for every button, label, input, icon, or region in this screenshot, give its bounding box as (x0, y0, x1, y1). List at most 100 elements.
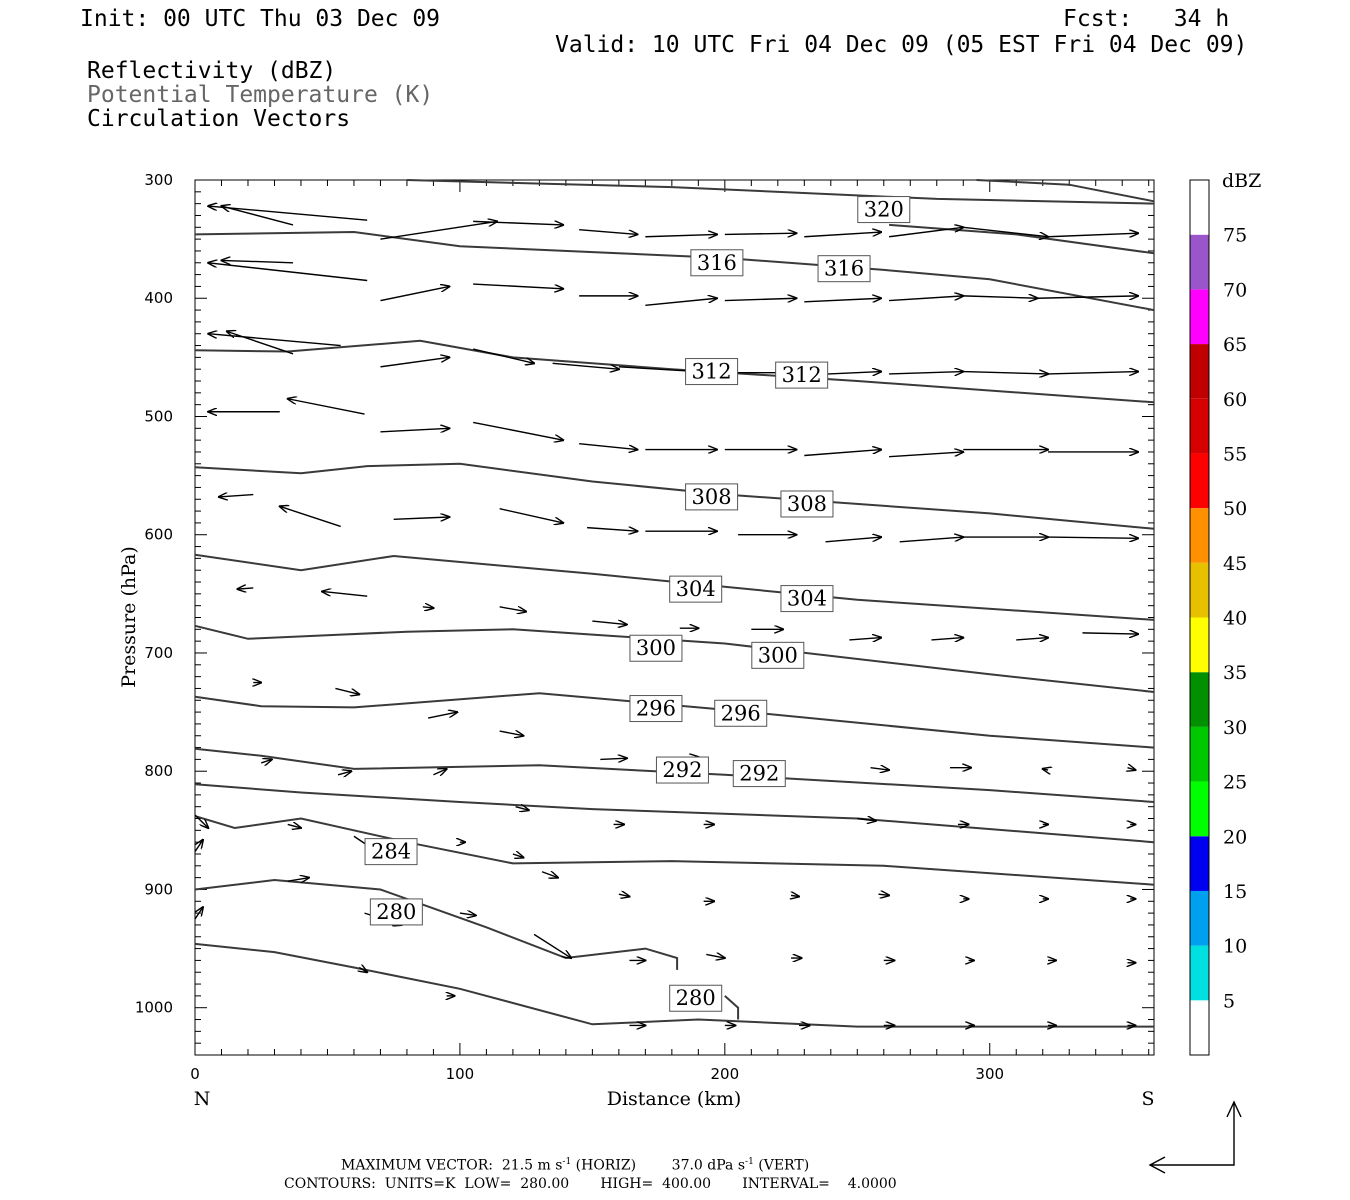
theta-contour (406, 179, 1155, 205)
theta-contour (194, 692, 1155, 749)
circulation-vector (600, 758, 626, 759)
y-tick-label: 700 (144, 644, 173, 662)
theta-contour (194, 462, 1155, 530)
circulation-vector (870, 768, 890, 770)
circulation-vector (533, 933, 571, 958)
contour-label-box (690, 249, 744, 277)
colorbar-label: 50 (1223, 498, 1247, 520)
circulation-vector (804, 450, 881, 457)
contour-label-box (780, 490, 834, 518)
circulation-vector (963, 296, 1037, 298)
circulation-vector (422, 607, 434, 608)
contour-label-box (685, 483, 739, 511)
circulation-vector (804, 232, 881, 238)
circulation-vector (878, 894, 889, 895)
circulation-vector (889, 452, 963, 458)
unit-exponent-horiz: -1 (562, 1157, 572, 1167)
circulation-vector (1048, 233, 1138, 237)
circulation-vector (552, 362, 619, 369)
reference-vector (1148, 1100, 1242, 1174)
circulation-vector (804, 298, 881, 302)
circulation-vector (427, 712, 457, 719)
theta-contour (194, 878, 679, 970)
south-label: S (1141, 1088, 1154, 1110)
circulation-vector (1043, 769, 1048, 770)
theta-contour (976, 179, 1155, 203)
contour-label: 308 (692, 485, 732, 509)
max-vector-horiz: MAXIMUM VECTOR: 21.5 m s (341, 1157, 563, 1174)
y-tick-label: 1000 (135, 999, 173, 1017)
theta-contour (724, 995, 740, 1020)
colorbar-label: 10 (1223, 936, 1247, 958)
circulation-vector (1037, 296, 1138, 298)
contour-label: 280 (376, 900, 416, 924)
theta-contour (194, 339, 1155, 404)
theta-contour (194, 942, 1154, 1028)
circulation-vector (791, 895, 799, 896)
circulation-vector (592, 621, 626, 625)
theta-contour (194, 747, 1155, 803)
circulation-vector (931, 638, 963, 640)
circulation-vector (857, 819, 876, 821)
circulation-vector (322, 591, 368, 597)
colorbar-label: 20 (1223, 826, 1247, 848)
north-label: N (194, 1088, 211, 1110)
contour-label: 304 (676, 577, 716, 601)
contour-label: 280 (676, 986, 716, 1010)
valid-time: Valid: 10 UTC Fri 04 Dec 09 (05 EST Fri … (555, 32, 1248, 58)
colorbar-segment (1190, 781, 1209, 837)
contour-label: 292 (662, 758, 702, 782)
contour-label: 292 (739, 762, 779, 786)
circulation-vector (889, 296, 963, 302)
colorbar-label: 65 (1223, 334, 1247, 356)
max-vector-end: (VERT) (753, 1157, 810, 1174)
circulation-vector (499, 731, 524, 736)
circulation-vector (618, 894, 630, 896)
colorbar-label: 75 (1223, 225, 1247, 247)
circulation-vector (1128, 768, 1136, 770)
y-tick-label: 600 (144, 526, 173, 544)
circulation-vector (499, 508, 564, 523)
contour-label-box (775, 361, 829, 389)
max-vector-note: MAXIMUM VECTOR: 21.5 m s-1 (HORIZ) 37.0 … (341, 1157, 809, 1174)
colorbar-segment (1190, 180, 1209, 235)
contour-label: 300 (758, 643, 798, 667)
contour-label-box (714, 699, 768, 727)
circulation-vector (208, 206, 368, 221)
contour-label-box (732, 760, 786, 788)
contour-label: 312 (782, 363, 822, 387)
circulation-vector (1048, 372, 1138, 374)
circulation-vector (706, 954, 725, 958)
circulation-vector (380, 286, 449, 302)
contour-label-box (629, 695, 683, 723)
forecast-hour: Fcst: 34 h (1063, 6, 1230, 32)
colorbar-segment (1190, 562, 1209, 618)
circulation-vector (194, 814, 208, 828)
y-tick-label: 500 (144, 407, 173, 425)
circulation-vector (963, 226, 1048, 236)
circulation-vector (208, 263, 368, 282)
circulation-vector (459, 913, 476, 915)
contour-label-box (857, 196, 911, 224)
contour-info: CONTOURS: UNITS=K LOW= 280.00 HIGH= 400.… (284, 1176, 897, 1192)
colorbar-frame (1189, 179, 1210, 1056)
x-tick-label: 0 (190, 1065, 200, 1083)
colorbar-label: 70 (1223, 279, 1247, 301)
colorbar-label: 30 (1223, 717, 1247, 739)
contour-label-box (629, 634, 683, 662)
circulation-vector (221, 206, 294, 226)
circulation-vector (380, 428, 449, 432)
circulation-vector (645, 234, 717, 236)
contour-label: 320 (864, 198, 904, 222)
contour-label: 316 (697, 251, 737, 275)
circulation-vector (1082, 633, 1138, 634)
theta-contour (194, 624, 1155, 693)
contour-label-box (685, 358, 739, 386)
theta-contour (194, 230, 1155, 312)
circulation-vector (889, 372, 963, 374)
field-reflectivity: Reflectivity (dBZ) (87, 58, 337, 84)
circulation-vector (888, 227, 963, 238)
circulation-vector (280, 506, 341, 528)
circulation-vector (221, 260, 294, 262)
circulation-vector (194, 907, 203, 920)
